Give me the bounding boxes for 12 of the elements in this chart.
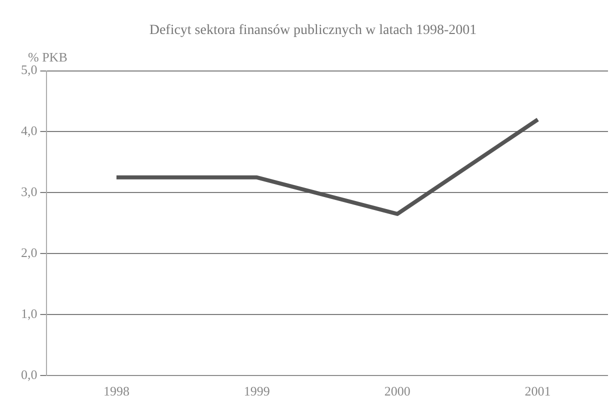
y-tick-label: 2,0 [21, 244, 38, 260]
x-tick-label: 2001 [524, 384, 551, 399]
y-tick-label: 5,0 [21, 62, 38, 78]
chart-title: Deficyt sektora finansów publicznych w latach 1998-2001 [149, 23, 477, 38]
y-tick-label: 1,0 [21, 306, 38, 321]
y-tick-label: 4,0 [21, 123, 38, 138]
x-tick-label: 2000 [384, 384, 410, 399]
y-tick-label: 0,0 [21, 366, 38, 382]
y-axis-title: % PKB [28, 50, 68, 65]
x-tick-label: 1999 [244, 384, 270, 399]
y-tick-label: 3,0 [21, 184, 38, 200]
x-tick-label: 1998 [103, 384, 130, 399]
